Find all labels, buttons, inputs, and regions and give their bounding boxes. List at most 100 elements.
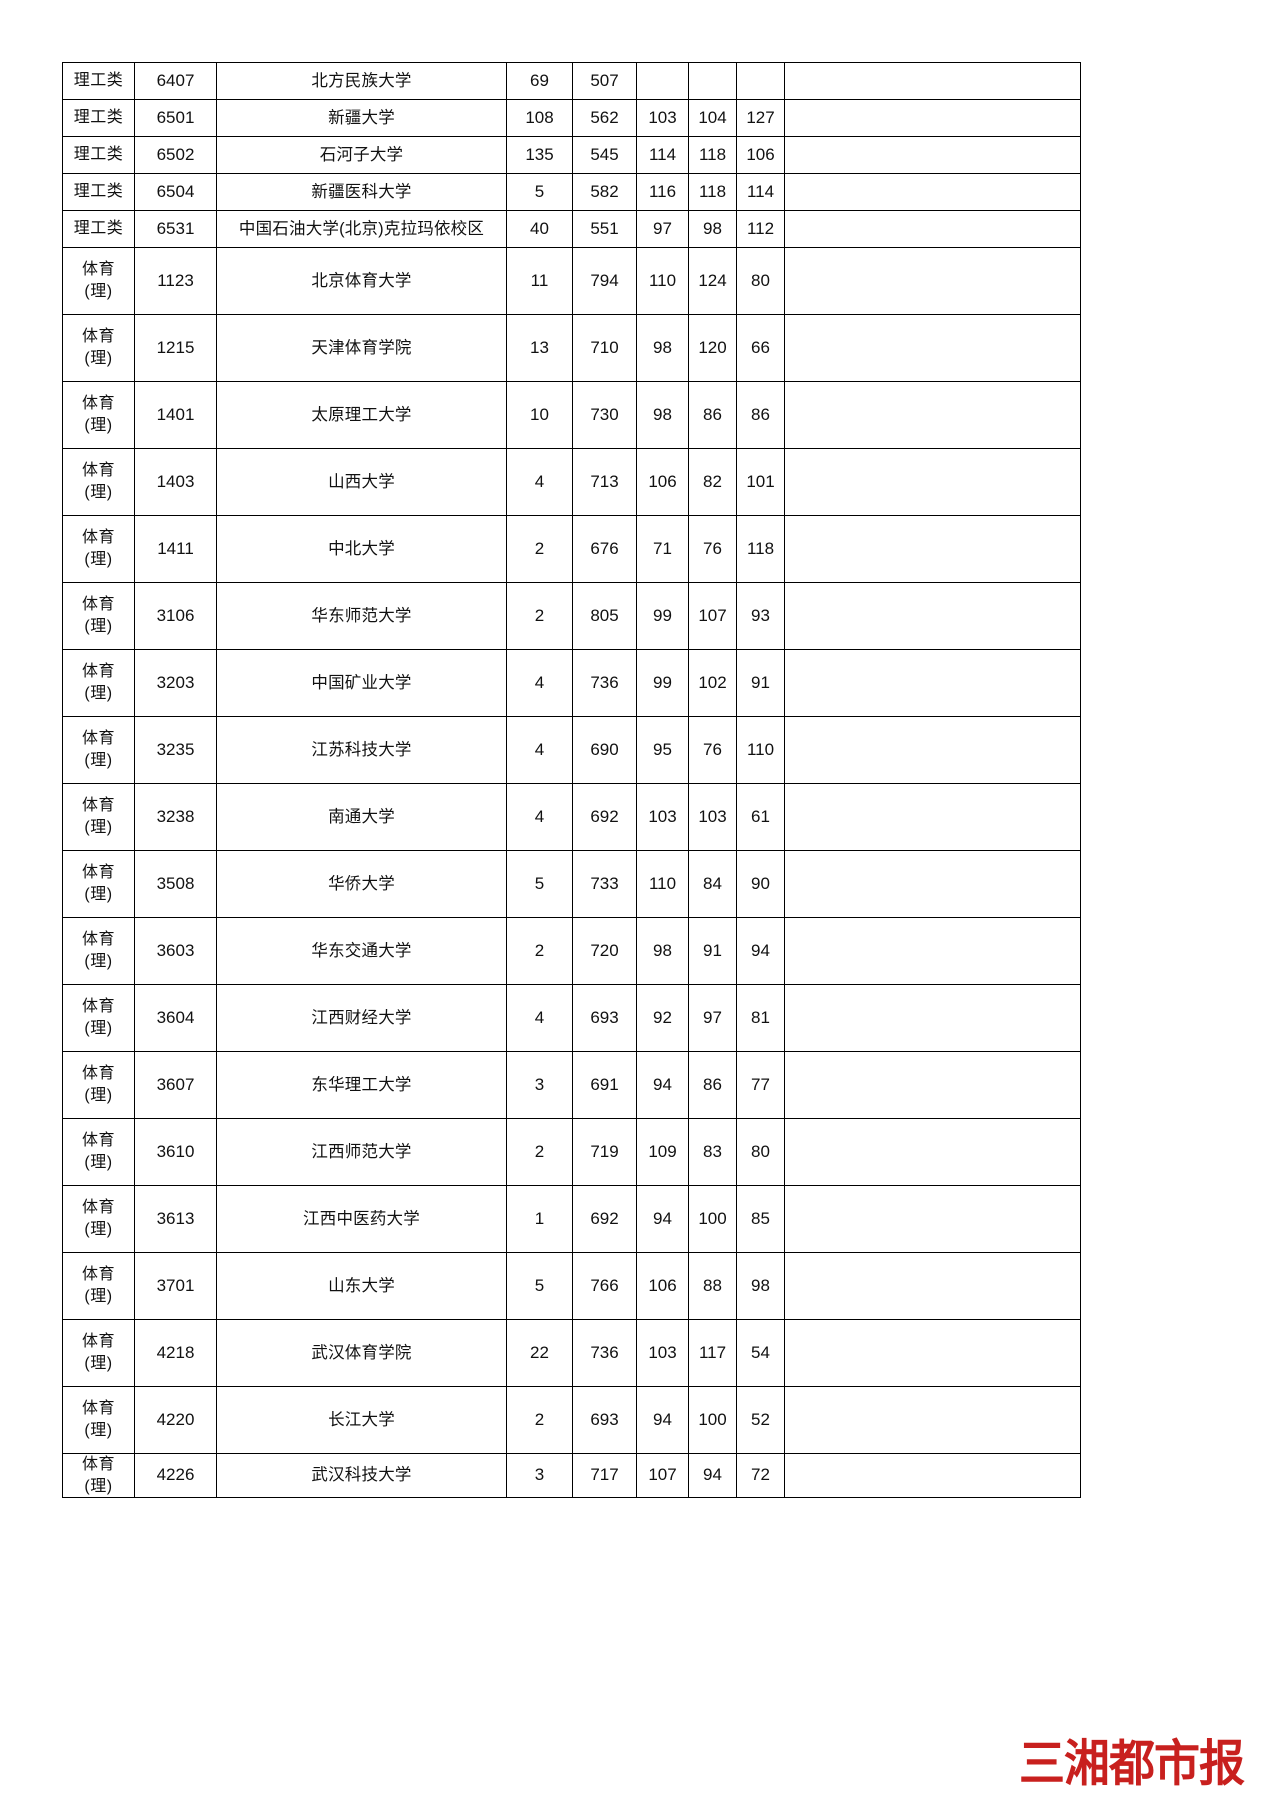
cell-admission-score: 733: [572, 850, 637, 918]
cell-subject-2: 97: [688, 984, 737, 1052]
cell-subject-1: 99: [636, 582, 689, 650]
cell-plan-count: 2: [506, 917, 573, 985]
cell-subject-2: 98: [688, 210, 737, 248]
category-label: 体育: [81, 328, 115, 346]
cell-note: [784, 314, 1081, 382]
category-sublabel: (理): [84, 1422, 113, 1439]
category-label: 体育: [81, 1456, 115, 1473]
cell-category: 理工类: [62, 62, 135, 100]
cell-subject-2: [688, 62, 737, 100]
cell-admission-score: 562: [572, 99, 637, 137]
cell-admission-score: 717: [572, 1452, 637, 1499]
cell-subject-2: 107: [688, 582, 737, 650]
cell-school-name: 新疆大学: [216, 99, 507, 137]
cell-subject-2: 76: [688, 515, 737, 583]
category-label: 体育: [81, 1400, 115, 1418]
cell-admission-score: 730: [572, 381, 637, 449]
table-row: 体育 (理) 3613 江西中医药大学 1 692 94 100 85: [62, 1185, 1081, 1253]
cell-plan-count: 11: [506, 247, 573, 315]
cell-category: 体育 (理): [62, 448, 135, 516]
category-sublabel: (理): [84, 350, 113, 367]
cell-note: [784, 210, 1081, 248]
cell-school-name: 天津体育学院: [216, 314, 507, 382]
cell-category: 体育 (理): [62, 1118, 135, 1186]
cell-subject-2: 86: [688, 381, 737, 449]
category-sublabel: (理): [84, 1154, 113, 1171]
cell-admission-score: 794: [572, 247, 637, 315]
cell-subject-1: 94: [636, 1386, 689, 1454]
cell-subject-1: 99: [636, 649, 689, 717]
cell-subject-3: 94: [736, 917, 785, 985]
cell-note: [784, 1185, 1081, 1253]
cell-plan-count: 4: [506, 716, 573, 784]
cell-subject-2: 120: [688, 314, 737, 382]
cell-plan-count: 13: [506, 314, 573, 382]
cell-plan-count: 10: [506, 381, 573, 449]
table-row: 体育 (理) 1401 太原理工大学 10 730 98 86 86: [62, 381, 1081, 449]
cell-school-code: 3508: [134, 850, 217, 918]
cell-plan-count: 40: [506, 210, 573, 248]
cell-subject-2: 104: [688, 99, 737, 137]
cell-subject-3: 66: [736, 314, 785, 382]
masthead-logo: 三湘都市报: [1019, 1732, 1245, 1788]
score-table-container: 理工类 6407 北方民族大学 69 507 理工类 6501 新疆大学 108 562 103 10…: [62, 62, 1081, 1499]
cell-note: [784, 448, 1081, 516]
cell-category: 体育 (理): [62, 850, 135, 918]
category-label: 体育: [81, 1065, 115, 1083]
category-label: 体育: [81, 261, 115, 279]
cell-plan-count: 2: [506, 515, 573, 583]
cell-subject-1: 106: [636, 1252, 689, 1320]
category-sublabel: (理): [84, 551, 113, 568]
cell-plan-count: 3: [506, 1452, 573, 1499]
cell-school-name: 长江大学: [216, 1386, 507, 1454]
cell-school-name: 武汉体育学院: [216, 1319, 507, 1387]
cell-admission-score: 805: [572, 582, 637, 650]
cell-note: [784, 716, 1081, 784]
category-sublabel: (理): [84, 283, 113, 300]
cell-category: 体育 (理): [62, 582, 135, 650]
category-label: 体育: [81, 931, 115, 949]
cell-subject-1: 114: [636, 136, 689, 174]
cell-note: [784, 917, 1081, 985]
category-label: 体育: [81, 596, 115, 614]
category-sublabel: (理): [84, 953, 113, 970]
cell-admission-score: 719: [572, 1118, 637, 1186]
cell-note: [784, 62, 1081, 100]
cell-category: 理工类: [62, 99, 135, 137]
cell-admission-score: 713: [572, 448, 637, 516]
cell-admission-score: 545: [572, 136, 637, 174]
cell-category: 体育 (理): [62, 984, 135, 1052]
cell-subject-3: 86: [736, 381, 785, 449]
cell-subject-1: 92: [636, 984, 689, 1052]
cell-school-code: 3106: [134, 582, 217, 650]
cell-note: [784, 99, 1081, 137]
cell-plan-count: 5: [506, 850, 573, 918]
cell-subject-1: 94: [636, 1051, 689, 1119]
category-label: 理工类: [73, 183, 124, 201]
cell-school-code: 6502: [134, 136, 217, 174]
table-row: 体育 (理) 4220 长江大学 2 693 94 100 52: [62, 1386, 1081, 1454]
cell-school-code: 1411: [134, 515, 217, 583]
cell-subject-2: 94: [688, 1452, 737, 1499]
category-sublabel: (理): [84, 1020, 113, 1037]
category-sublabel: (理): [84, 1477, 113, 1495]
cell-subject-3: 81: [736, 984, 785, 1052]
table-row: 体育 (理) 3235 江苏科技大学 4 690 95 76 110: [62, 716, 1081, 784]
cell-category: 体育 (理): [62, 381, 135, 449]
cell-admission-score: 551: [572, 210, 637, 248]
cell-school-code: 1123: [134, 247, 217, 315]
cell-plan-count: 135: [506, 136, 573, 174]
cell-plan-count: 5: [506, 173, 573, 211]
cell-school-code: 3203: [134, 649, 217, 717]
cell-plan-count: 69: [506, 62, 573, 100]
cell-admission-score: 692: [572, 1185, 637, 1253]
cell-category: 体育 (理): [62, 917, 135, 985]
cell-category: 体育 (理): [62, 716, 135, 784]
cell-subject-1: 103: [636, 99, 689, 137]
cell-note: [784, 1252, 1081, 1320]
cell-note: [784, 1319, 1081, 1387]
cell-category: 理工类: [62, 210, 135, 248]
category-sublabel: (理): [84, 1288, 113, 1305]
cell-subject-3: 72: [736, 1452, 785, 1499]
cell-plan-count: 3: [506, 1051, 573, 1119]
